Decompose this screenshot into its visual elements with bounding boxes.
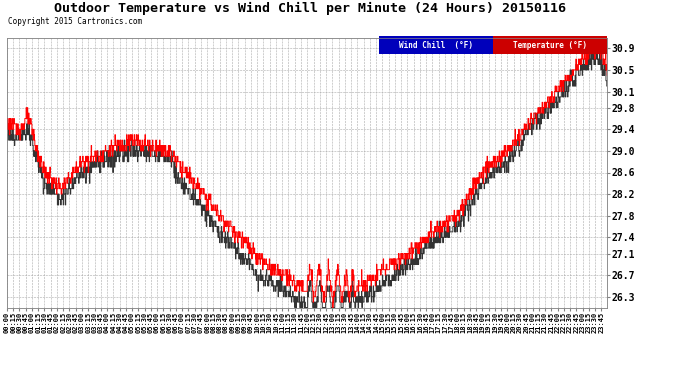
Text: Temperature (°F): Temperature (°F) <box>513 40 587 50</box>
Text: Copyright 2015 Cartronics.com: Copyright 2015 Cartronics.com <box>8 17 142 26</box>
Text: Wind Chill  (°F): Wind Chill (°F) <box>399 40 473 50</box>
Text: Outdoor Temperature vs Wind Chill per Minute (24 Hours) 20150116: Outdoor Temperature vs Wind Chill per Mi… <box>55 2 566 15</box>
FancyBboxPatch shape <box>379 36 493 54</box>
FancyBboxPatch shape <box>493 36 607 54</box>
